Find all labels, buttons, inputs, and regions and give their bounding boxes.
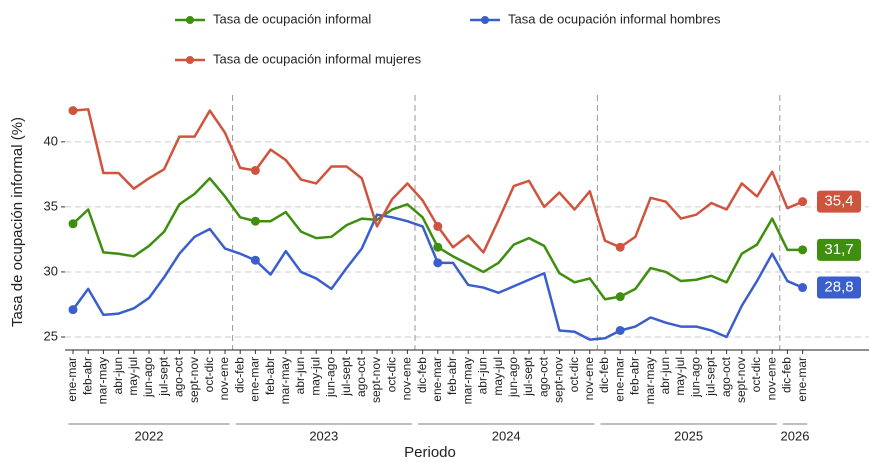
x-tick-label: jul-sept bbox=[156, 356, 170, 396]
point bbox=[250, 216, 260, 226]
point bbox=[615, 325, 625, 335]
point bbox=[798, 197, 808, 207]
series-line bbox=[72, 177, 803, 301]
x-tick-label: oct-dic bbox=[202, 357, 216, 392]
y-tick-label: 40 bbox=[44, 133, 58, 148]
x-tick-label: abr-jun bbox=[293, 357, 307, 394]
x-tick-label: feb-abr bbox=[263, 357, 277, 395]
x-tick-label: ago-oct bbox=[536, 356, 550, 397]
x-tick-label: may-jul bbox=[308, 357, 322, 396]
y-tick-label: 35 bbox=[44, 198, 58, 213]
x-tick-label: dic-feb bbox=[597, 357, 611, 393]
x-tick-label: dic-feb bbox=[780, 357, 794, 393]
point bbox=[433, 221, 443, 231]
x-tick-label: feb-abr bbox=[628, 357, 642, 395]
y-tick-label: 25 bbox=[44, 328, 58, 343]
x-tick-label: ene-mar bbox=[248, 357, 262, 402]
x-tick-label: abr-jun bbox=[658, 357, 672, 394]
point bbox=[615, 242, 625, 252]
x-tick-label: jun-ago bbox=[141, 357, 155, 398]
x-tick-label: jul-sept bbox=[521, 356, 535, 396]
year-label: 2024 bbox=[492, 428, 521, 443]
legend-label: Tasa de ocupación informal bbox=[213, 11, 371, 26]
point bbox=[798, 283, 808, 293]
x-tick-label: dic-feb bbox=[232, 357, 246, 393]
legend-point bbox=[186, 16, 194, 24]
x-tick-label: ene-mar bbox=[612, 357, 626, 402]
year-label: 2025 bbox=[674, 428, 703, 443]
x-tick-label: mar-may bbox=[278, 357, 292, 404]
x-tick-label: oct-dic bbox=[384, 357, 398, 392]
point bbox=[68, 219, 78, 229]
x-tick-label: nov-ene bbox=[217, 357, 231, 401]
year-label: 2022 bbox=[135, 428, 164, 443]
x-tick-label: jul-sept bbox=[704, 356, 718, 396]
point bbox=[615, 292, 625, 302]
series-line bbox=[71, 213, 804, 341]
x-tick-label: jun-ago bbox=[324, 357, 338, 398]
legend-label: Tasa de ocupación informal hombres bbox=[508, 11, 721, 26]
x-tick-label: may-jul bbox=[491, 357, 505, 396]
x-tick-label: sept-nov bbox=[552, 357, 566, 403]
x-tick-label: mar-may bbox=[643, 357, 657, 404]
point bbox=[250, 255, 260, 265]
x-tick-label: may-jul bbox=[673, 357, 687, 396]
point bbox=[433, 242, 443, 252]
point bbox=[433, 258, 443, 268]
x-tick-label: ago-oct bbox=[719, 356, 733, 397]
legend-label: Tasa de ocupación informal mujeres bbox=[213, 51, 422, 66]
x-tick-label: may-jul bbox=[126, 357, 140, 396]
x-tick-label: sept-nov bbox=[187, 357, 201, 403]
end-label: 31,7 bbox=[824, 241, 853, 258]
x-tick-label: nov-ene bbox=[582, 357, 596, 401]
x-tick-label: sept-nov bbox=[369, 357, 383, 403]
x-tick-label: ago-oct bbox=[354, 356, 368, 397]
x-tick-label: feb-abr bbox=[445, 357, 459, 395]
point bbox=[68, 106, 78, 116]
legend-point bbox=[481, 16, 489, 24]
x-tick-label: jul-sept bbox=[339, 356, 353, 396]
x-tick-label: ene-mar bbox=[795, 357, 809, 402]
y-tick-label: 30 bbox=[44, 263, 58, 278]
year-label: 2026 bbox=[781, 428, 810, 443]
x-tick-label: abr-jun bbox=[111, 357, 125, 394]
x-tick-label: oct-dic bbox=[567, 357, 581, 392]
x-axis-title: Periodo bbox=[404, 444, 456, 461]
x-tick-label: nov-ene bbox=[764, 357, 778, 401]
end-label: 35,4 bbox=[824, 193, 853, 210]
series-line bbox=[72, 108, 804, 254]
x-tick-label: jun-ago bbox=[506, 357, 520, 398]
point bbox=[798, 245, 808, 255]
x-tick-label: mar-may bbox=[460, 357, 474, 404]
point bbox=[68, 305, 78, 315]
x-tick-label: nov-ene bbox=[400, 357, 414, 401]
x-tick-label: dic-feb bbox=[415, 357, 429, 393]
end-label-box bbox=[817, 190, 861, 213]
point bbox=[250, 165, 260, 175]
y-axis-title: Tasa de ocupación informal (%) bbox=[9, 117, 26, 327]
year-label: 2023 bbox=[309, 428, 338, 443]
x-tick-label: abr-jun bbox=[476, 357, 490, 394]
end-label-box bbox=[817, 276, 861, 299]
x-tick-label: oct-dic bbox=[749, 357, 763, 392]
end-label-box bbox=[817, 238, 861, 261]
end-label: 28,8 bbox=[824, 279, 853, 296]
x-tick-label: jun-ago bbox=[688, 357, 702, 398]
x-tick-label: mar-may bbox=[96, 357, 110, 404]
x-tick-label: sept-nov bbox=[734, 357, 748, 403]
x-tick-label: ene-mar bbox=[430, 357, 444, 402]
x-tick-label: ene-mar bbox=[65, 357, 79, 402]
x-tick-label: feb-abr bbox=[80, 357, 94, 395]
x-tick-label: ago-oct bbox=[172, 356, 186, 397]
legend-point bbox=[186, 56, 194, 64]
